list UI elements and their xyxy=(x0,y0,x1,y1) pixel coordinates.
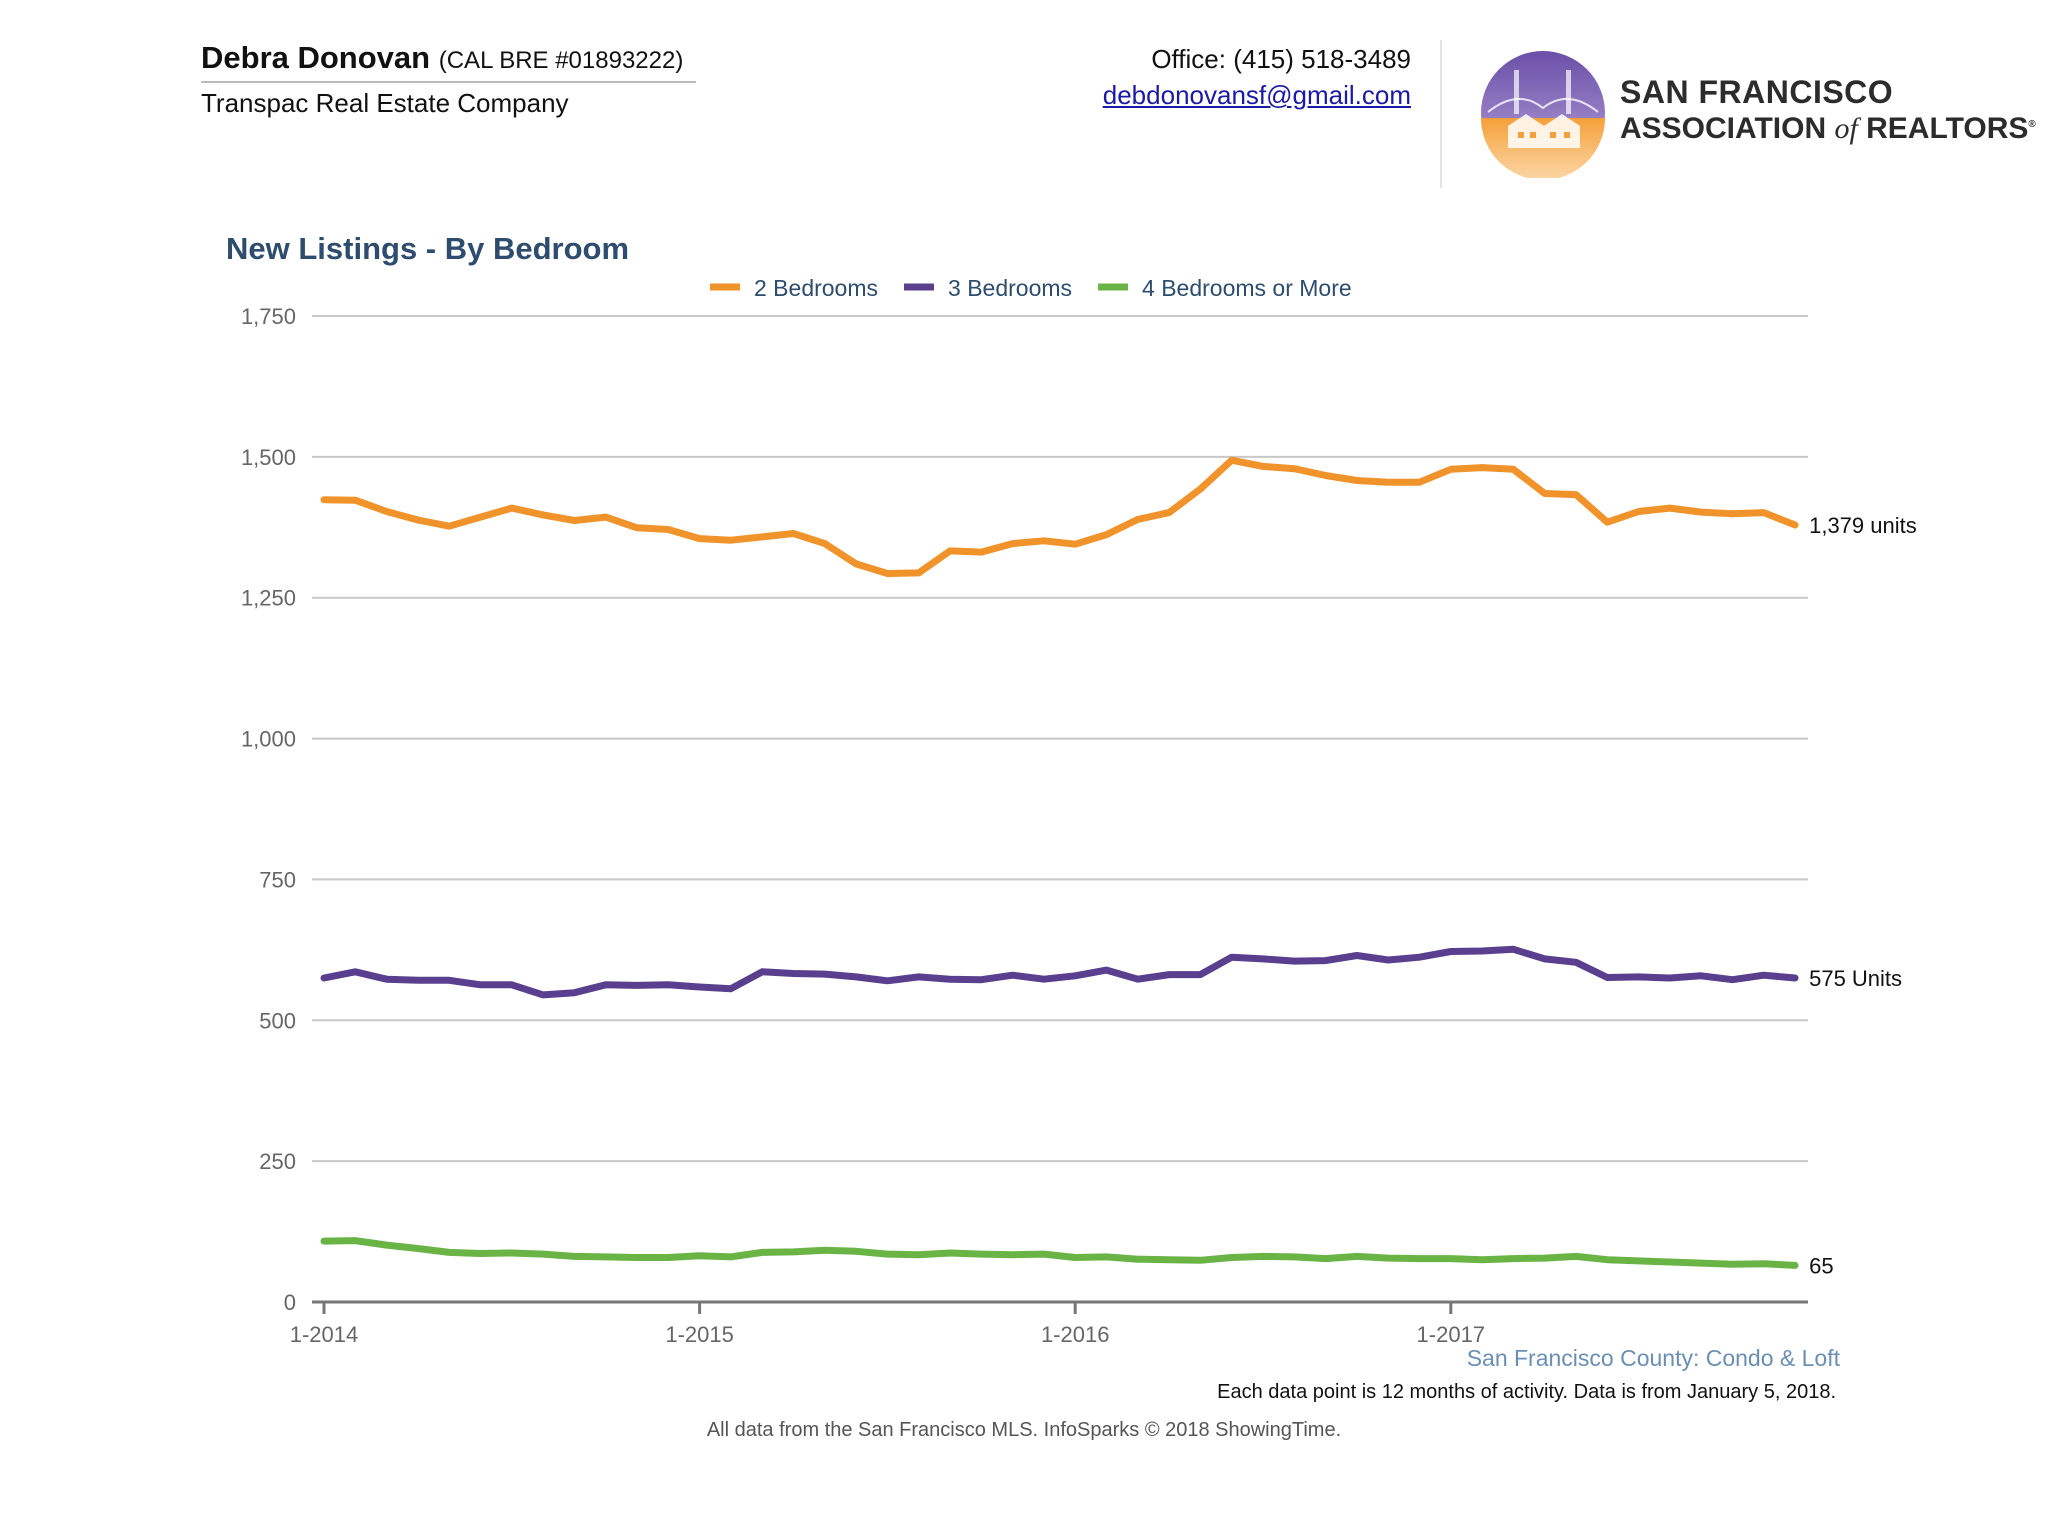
chart-grid xyxy=(312,315,1808,1163)
series-end-labels: 1,379 units 575 Units 65 xyxy=(1809,513,1917,1278)
association-name-line2: ASSOCIATION of REALTORS® xyxy=(1620,112,2036,146)
y-tick-label: 1,500 xyxy=(241,445,296,470)
y-tick-label: 1,250 xyxy=(241,586,296,611)
x-tick-label: 1-2015 xyxy=(665,1322,734,1347)
y-tick-label: 750 xyxy=(259,867,296,892)
series-4-bedrooms-line xyxy=(320,1237,1799,1269)
series-2-bedrooms-line xyxy=(320,456,1799,577)
sf-association-logo-icon xyxy=(1481,51,1605,178)
legend-label: 3 Bedrooms xyxy=(948,275,1072,301)
chart-series xyxy=(320,456,1799,1269)
header-divider xyxy=(1440,40,1442,188)
series-2-bedrooms-end-label: 1,379 units xyxy=(1809,513,1917,538)
legend-label: 2 Bedrooms xyxy=(754,275,878,301)
y-tick-label: 0 xyxy=(284,1290,296,1315)
series-4-bedrooms-end-label: 65 xyxy=(1809,1253,1833,1278)
x-tick-label: 1-2017 xyxy=(1417,1322,1486,1347)
series-3-bedrooms-end-label: 575 Units xyxy=(1809,966,1902,991)
agent-name: Debra Donovan (CAL BRE #01893222) xyxy=(201,40,683,76)
chart-title: New Listings - By Bedroom xyxy=(226,231,629,266)
y-tick-label: 500 xyxy=(259,1008,296,1033)
header-underline xyxy=(201,81,696,83)
x-axis: 1-2014 1-2015 1-2016 1-2017 xyxy=(290,1300,1808,1347)
office-phone: Office: (415) 518-3489 xyxy=(1151,44,1411,74)
region-label: San Francisco County: Condo & Loft xyxy=(1467,1345,1841,1371)
association-of: of xyxy=(1834,112,1858,145)
data-note: Each data point is 12 months of activity… xyxy=(1217,1381,1836,1403)
legend-label: 4 Bedrooms or More xyxy=(1142,275,1352,301)
association-name-line1: SAN FRANCISCO xyxy=(1620,74,1894,110)
y-axis-ticks: 0 250 500 750 1,000 1,250 1,500 1,750 xyxy=(241,304,296,1315)
y-tick-label: 250 xyxy=(259,1149,296,1174)
series-3-bedrooms-line xyxy=(320,945,1799,999)
agent-license: (CAL BRE #01893222) xyxy=(438,47,684,74)
agent-name-text: Debra Donovan xyxy=(201,40,431,75)
source-note: All data from the San Francisco MLS. Inf… xyxy=(707,1419,1341,1441)
x-tick-label: 1-2016 xyxy=(1041,1322,1110,1347)
x-tick-label: 1-2014 xyxy=(290,1322,359,1347)
agent-company: Transpac Real Estate Company xyxy=(201,88,569,118)
registered-mark: ® xyxy=(2028,119,2036,130)
association-word: ASSOCIATION xyxy=(1620,112,1835,145)
association-realtors: REALTORS xyxy=(1857,112,2029,145)
email-link[interactable]: debdonovansf@gmail.com xyxy=(1102,80,1411,110)
y-tick-label: 1,000 xyxy=(241,727,296,752)
y-tick-label: 1,750 xyxy=(241,304,296,329)
chart-legend: 2 Bedrooms 3 Bedrooms 4 Bedrooms or More xyxy=(710,275,1352,301)
